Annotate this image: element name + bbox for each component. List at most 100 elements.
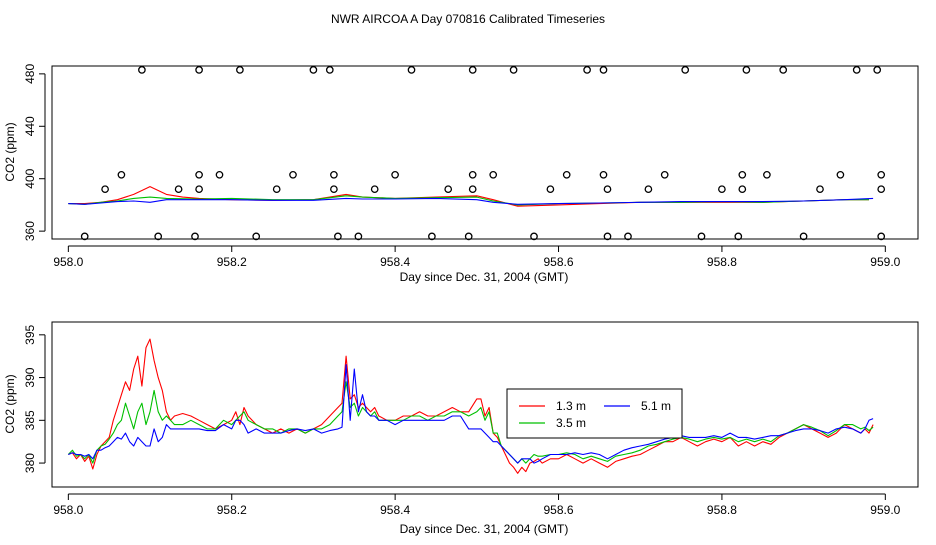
- top-point-1-3-m: [149, 186, 150, 187]
- bottom-point-3-5-m: [648, 445, 649, 446]
- bottom-point-1-3-m: [705, 441, 706, 442]
- bottom-point-5-1-m: [689, 437, 690, 438]
- top-point-5-1-m: [68, 203, 69, 204]
- bottom-point-1-3-m: [489, 407, 490, 408]
- bottom-x-axis: 958.0 958.2 958.4 958.6 958.8 959.0: [53, 493, 901, 517]
- top-point-5-1-m: [84, 204, 85, 205]
- bottom-point-5-1-m: [305, 430, 306, 431]
- bottom-point-3-5-m: [542, 456, 543, 457]
- bottom-point-5-1-m: [358, 411, 359, 412]
- top-calibration-point: [644, 185, 653, 194]
- top-x-tick-label: 958.2: [217, 255, 247, 269]
- bottom-point-5-1-m: [158, 441, 159, 442]
- bottom-point-5-1-m: [435, 420, 436, 421]
- top-calibration-point: [195, 66, 203, 74]
- bottom-point-1-3-m: [779, 437, 780, 438]
- bottom-point-3-5-m: [860, 428, 861, 429]
- bottom-point-5-1-m: [297, 428, 298, 429]
- top-calibration-point: [799, 232, 808, 241]
- top-calibration-point: [603, 232, 612, 241]
- bottom-point-3-5-m: [489, 411, 490, 412]
- bottom-point-5-1-m: [141, 441, 142, 442]
- legend-label-5-1m: 5.1 m: [641, 399, 671, 413]
- top-point-5-1-m: [117, 201, 118, 202]
- bottom-point-1-3-m: [452, 407, 453, 408]
- top-calibration-point: [509, 66, 518, 74]
- bottom-point-3-5-m: [329, 424, 330, 425]
- bottom-point-3-5-m: [468, 415, 469, 416]
- top-calibration-point: [272, 185, 281, 194]
- bottom-point-5-1-m: [272, 433, 273, 434]
- bottom-x-tick-label: 958.0: [53, 503, 83, 517]
- top-calibration-point: [154, 232, 163, 241]
- bottom-y-tick-label: 395: [23, 324, 37, 344]
- bottom-point-1-3-m: [505, 454, 506, 455]
- bottom-point-5-1-m: [538, 461, 539, 462]
- top-point-3-5-m: [166, 198, 167, 199]
- bottom-point-5-1-m: [868, 420, 869, 421]
- bottom-point-3-5-m: [243, 411, 244, 412]
- bottom-point-1-3-m: [239, 424, 240, 425]
- bottom-point-3-5-m: [574, 454, 575, 455]
- top-calibration-point: [236, 66, 244, 74]
- bottom-point-5-1-m: [505, 450, 506, 451]
- bottom-point-5-1-m: [501, 445, 502, 446]
- bottom-point-3-5-m: [129, 415, 130, 416]
- top-calibration-point: [718, 185, 726, 194]
- bottom-point-3-5-m: [411, 415, 412, 416]
- bottom-point-5-1-m: [68, 454, 69, 455]
- bottom-point-1-3-m: [868, 433, 869, 434]
- bottom-point-5-1-m: [632, 447, 633, 448]
- bottom-point-3-5-m: [105, 444, 106, 445]
- top-point-5-1-m: [681, 201, 682, 202]
- bottom-point-3-5-m: [836, 430, 837, 431]
- bottom-point-5-1-m: [199, 428, 200, 429]
- bottom-point-1-3-m: [632, 456, 633, 457]
- bottom-point-3-5-m: [223, 420, 224, 421]
- bottom-point-1-3-m: [533, 461, 534, 462]
- top-calibration-point: [117, 170, 126, 179]
- bottom-point-3-5-m: [362, 407, 363, 408]
- bottom-point-1-3-m: [873, 424, 874, 425]
- bottom-point-5-1-m: [713, 435, 714, 436]
- top-calibration-point: [468, 66, 477, 74]
- top-calibration-point: [80, 232, 89, 241]
- bottom-point-3-5-m: [566, 452, 567, 453]
- top-point-5-1-m: [346, 198, 347, 199]
- bottom-point-3-5-m: [174, 424, 175, 425]
- top-point-3-5-m: [868, 199, 869, 200]
- bottom-point-1-3-m: [754, 445, 755, 446]
- bottom-point-5-1-m: [513, 458, 514, 459]
- top-x-axis-label: Day since Dec. 31, 2004 (GMT): [400, 270, 569, 284]
- bottom-point-3-5-m: [109, 439, 110, 440]
- top-plot-frame: [51, 65, 919, 240]
- top-calibration-point: [530, 232, 538, 241]
- top-point-5-1-m: [599, 202, 600, 203]
- bottom-point-5-1-m: [366, 411, 367, 412]
- bottom-x-tick-label: 959.0: [870, 503, 900, 517]
- top-calibration-point: [816, 185, 824, 194]
- bottom-point-5-1-m: [599, 454, 600, 455]
- bottom-point-1-3-m: [199, 420, 200, 421]
- bottom-point-1-3-m: [656, 445, 657, 446]
- bottom-point-5-1-m: [129, 441, 130, 442]
- top-calibration-point: [877, 232, 886, 241]
- top-point-5-1-m: [762, 201, 763, 202]
- bottom-point-5-1-m: [346, 364, 347, 365]
- top-x-tick-label: 958.4: [380, 255, 410, 269]
- top-calibration-point: [309, 66, 318, 74]
- bottom-series-1-3-m: [68, 338, 874, 474]
- bottom-series-layer: [67, 338, 874, 474]
- top-calibration-point: [468, 185, 477, 194]
- bottom-point-1-3-m: [509, 463, 510, 464]
- bottom-point-5-1-m: [378, 420, 379, 421]
- top-point-3-5-m: [149, 197, 150, 198]
- bottom-point-5-1-m: [280, 433, 281, 434]
- bottom-point-5-1-m: [117, 437, 118, 438]
- bottom-point-1-3-m: [137, 356, 138, 357]
- bottom-point-3-5-m: [770, 441, 771, 442]
- bottom-point-1-3-m: [517, 473, 518, 474]
- bottom-point-1-3-m: [640, 454, 641, 455]
- top-calibration-point: [852, 66, 861, 74]
